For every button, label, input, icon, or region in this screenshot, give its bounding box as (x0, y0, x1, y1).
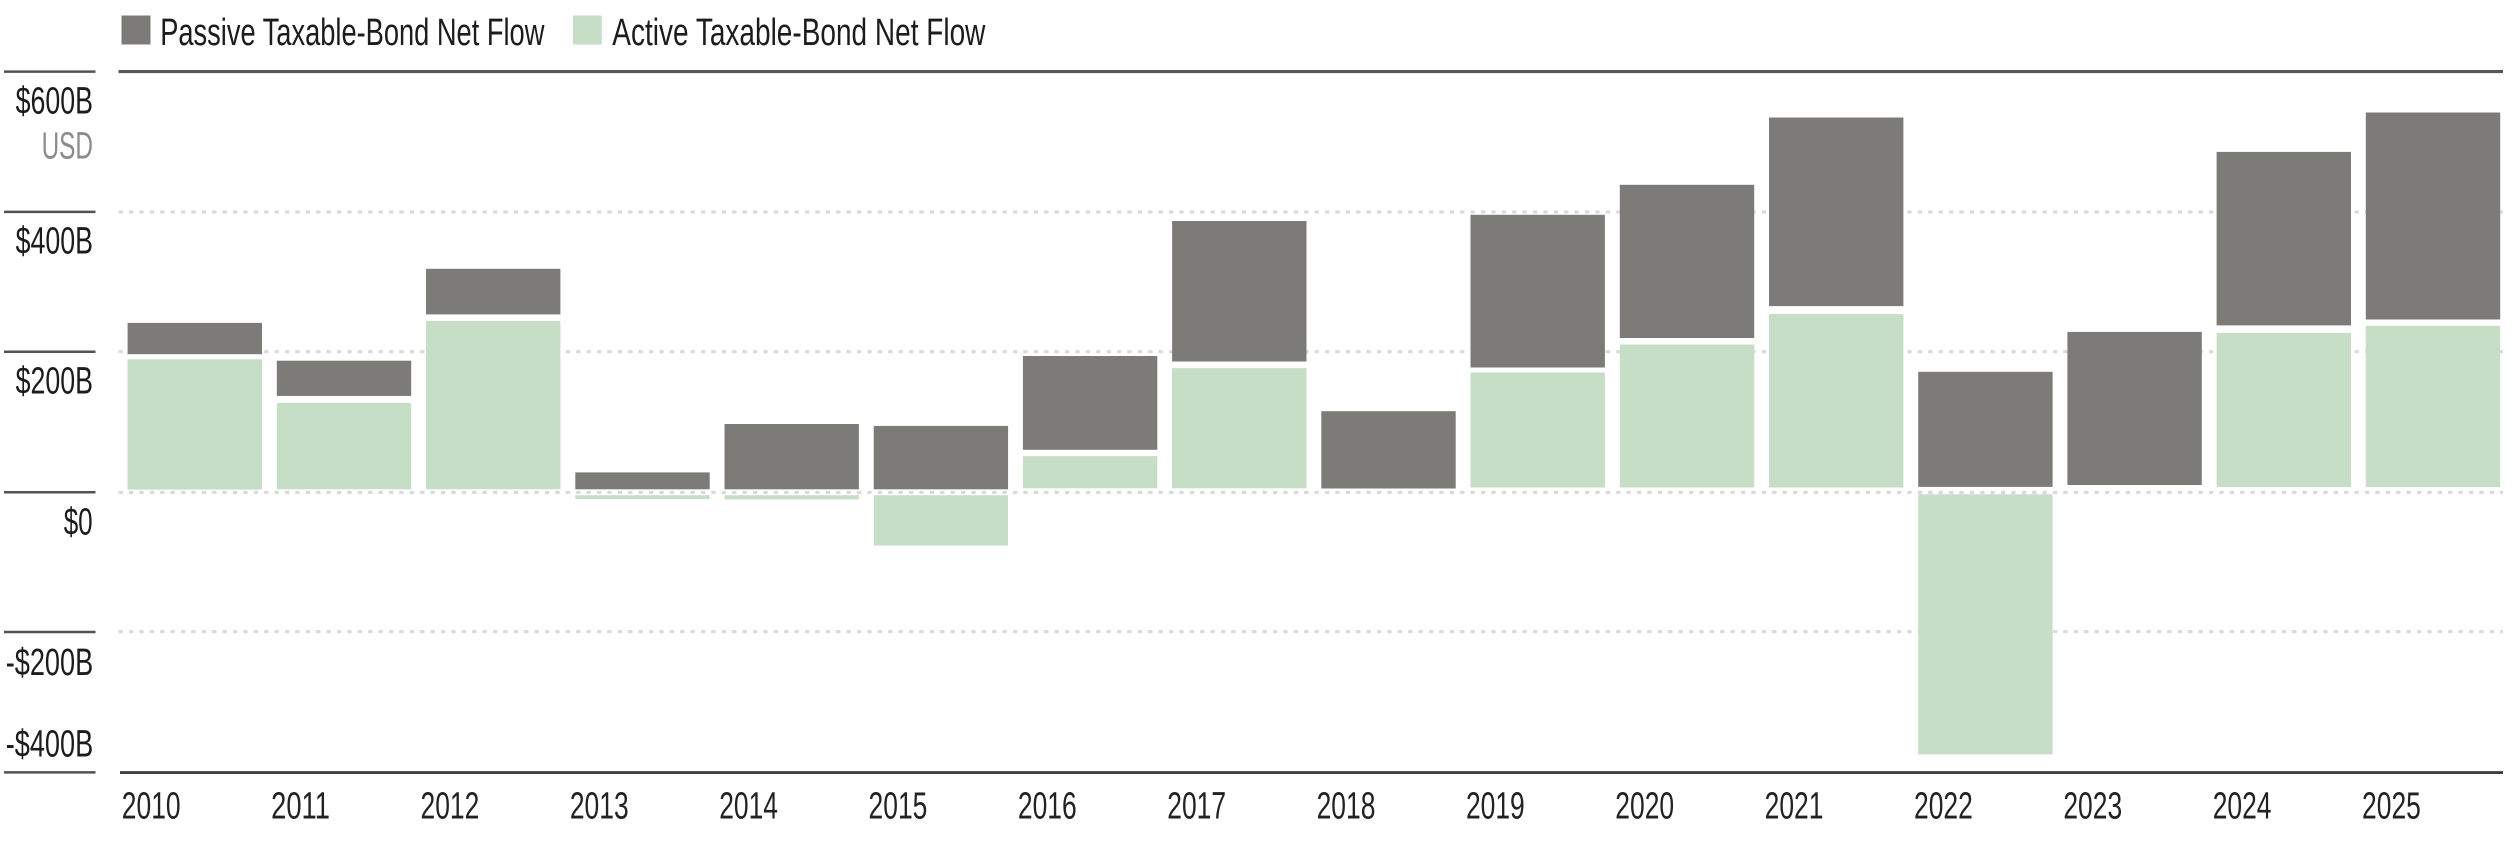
svg-text:Passive Taxable-Bond Net Flow: Passive Taxable-Bond Net Flow (160, 12, 545, 54)
svg-text:2017: 2017 (1167, 786, 1226, 828)
svg-text:$600B: $600B (16, 81, 93, 123)
svg-text:2025: 2025 (2362, 786, 2421, 828)
svg-text:2018: 2018 (1317, 786, 1376, 828)
svg-text:2015: 2015 (869, 786, 928, 828)
svg-text:2016: 2016 (1018, 786, 1077, 828)
svg-text:-$200B: -$200B (6, 642, 94, 684)
svg-text:2013: 2013 (570, 786, 629, 828)
svg-text:$200B: $200B (16, 360, 93, 402)
svg-text:2011: 2011 (271, 786, 330, 828)
svg-text:2020: 2020 (1615, 786, 1674, 828)
svg-text:2012: 2012 (421, 786, 480, 828)
svg-text:-$400B: -$400B (6, 723, 94, 765)
svg-text:2019: 2019 (1466, 786, 1525, 828)
svg-text:$0: $0 (64, 501, 93, 543)
svg-text:2010: 2010 (122, 786, 181, 828)
svg-text:2022: 2022 (1914, 786, 1973, 828)
svg-text:Active Taxable-Bond Net Flow: Active Taxable-Bond Net Flow (612, 12, 986, 54)
svg-text:USD: USD (42, 125, 93, 167)
svg-text:2021: 2021 (1765, 786, 1824, 828)
svg-text:$400B: $400B (16, 220, 93, 262)
svg-text:2023: 2023 (2063, 786, 2122, 828)
svg-text:2014: 2014 (719, 786, 778, 828)
svg-text:2024: 2024 (2213, 786, 2272, 828)
